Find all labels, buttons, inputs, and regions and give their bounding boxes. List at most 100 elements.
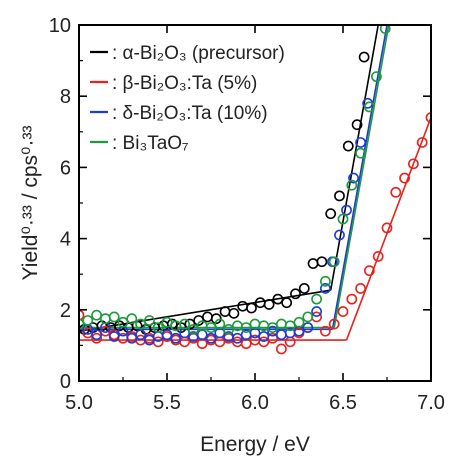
point-s1-29 xyxy=(328,318,340,330)
point-s0-13 xyxy=(193,315,205,326)
x-tick-label: 5.5 xyxy=(153,392,181,414)
fit-line-s2-1 xyxy=(331,25,388,330)
x-tick-label: 6.0 xyxy=(241,392,269,414)
point-s1-36 xyxy=(390,186,402,198)
point-s2-10 xyxy=(170,332,182,344)
point-s3-34 xyxy=(371,71,382,83)
point-s1-39 xyxy=(416,137,428,148)
point-s0-22 xyxy=(272,293,284,305)
point-s1-12 xyxy=(179,336,190,348)
point-s0-31 xyxy=(351,119,363,131)
point-s2-1 xyxy=(91,329,102,341)
point-s2-5 xyxy=(126,332,138,344)
point-s3-31 xyxy=(346,179,358,191)
point-s1-35 xyxy=(381,222,393,234)
point-s1-3 xyxy=(100,325,111,337)
y-tick-label: 6 xyxy=(60,157,71,179)
point-s0-19 xyxy=(246,302,257,314)
x-tick-label: 7.0 xyxy=(417,392,445,414)
y-tick-label: 8 xyxy=(60,86,71,108)
point-s2-13 xyxy=(196,329,208,341)
point-s2-29 xyxy=(334,229,345,241)
data-points xyxy=(79,25,431,355)
point-s3-4 xyxy=(108,311,120,323)
point-s3-15 xyxy=(205,322,217,333)
point-s2-17 xyxy=(231,332,243,344)
point-s3-2 xyxy=(91,309,102,321)
point-s3-32 xyxy=(355,147,366,159)
point-s3-1 xyxy=(82,315,94,326)
point-s3-10 xyxy=(161,316,173,328)
y-tick-label: 4 xyxy=(60,229,71,251)
point-s1-23 xyxy=(275,343,287,355)
point-s3-9 xyxy=(152,322,164,333)
point-s1-16 xyxy=(214,336,226,348)
point-s0-29 xyxy=(334,190,345,202)
fit-line-s0-1 xyxy=(329,25,379,291)
point-s3-5 xyxy=(117,316,129,328)
point-s1-34 xyxy=(372,250,384,262)
legend: : α-Bi₂O₃ (precursor) : β-Bi₂O₃:Ta (5%) : … xyxy=(90,43,285,154)
point-s3-33 xyxy=(363,101,375,113)
point-s0-24 xyxy=(290,288,301,300)
point-s3-17 xyxy=(223,323,234,335)
point-s2-3 xyxy=(108,331,120,342)
legend-label: : β-Bi₂O₃:Ta (5%) xyxy=(112,73,257,94)
point-s3-7 xyxy=(135,318,146,330)
point-s2-7 xyxy=(143,334,155,346)
point-s0-30 xyxy=(342,140,354,152)
point-s2-31 xyxy=(348,172,359,184)
point-s1-33 xyxy=(363,265,375,277)
fit-line-s3-1 xyxy=(333,25,390,328)
point-s3-29 xyxy=(328,256,340,268)
point-s0-32 xyxy=(358,51,370,63)
point-s0-11 xyxy=(175,322,187,333)
point-s1-28 xyxy=(319,325,331,337)
point-s2-6 xyxy=(135,329,146,341)
point-s2-27 xyxy=(319,283,331,294)
y-axis-title: Yield⁰·³³ / cps⁰·³³ xyxy=(19,126,42,281)
point-s0-18 xyxy=(237,300,249,312)
point-s2-20 xyxy=(258,331,270,342)
point-s3-19 xyxy=(240,322,252,333)
legend-label: : δ-Bi₂O₃:Ta (10%) xyxy=(112,103,268,124)
point-s1-2 xyxy=(91,332,102,344)
point-s0-15 xyxy=(210,313,222,325)
point-s3-26 xyxy=(302,311,314,323)
point-s0-12 xyxy=(184,318,196,330)
point-s3-22 xyxy=(267,322,278,333)
point-s0-21 xyxy=(263,299,275,310)
fit-line-s1-1 xyxy=(345,117,431,341)
point-s3-35 xyxy=(379,25,391,34)
point-s1-21 xyxy=(258,336,270,348)
point-s3-25 xyxy=(293,316,305,328)
point-s3-27 xyxy=(311,293,322,305)
point-s2-22 xyxy=(275,329,287,341)
x-axis-title: Energy / eV xyxy=(200,433,310,456)
point-s2-21 xyxy=(267,325,278,337)
point-s0-25 xyxy=(298,283,310,294)
x-tick-label: 6.5 xyxy=(329,392,357,414)
y-tick-label: 2 xyxy=(60,300,71,322)
point-s1-32 xyxy=(355,283,366,294)
point-s0-16 xyxy=(219,306,231,317)
point-s1-38 xyxy=(407,158,419,170)
point-s3-16 xyxy=(214,318,226,330)
legend-label: : α-Bi₂O₃ (precursor) xyxy=(112,43,285,64)
point-s2-25 xyxy=(302,322,314,333)
y-tick-label: 0 xyxy=(60,371,71,393)
point-s3-28 xyxy=(319,275,331,287)
legend-label: : Bi₃TaO₇ xyxy=(112,133,189,154)
point-s1-37 xyxy=(399,172,410,184)
point-s0-26 xyxy=(307,258,319,269)
point-s2-30 xyxy=(341,204,352,216)
point-s3-6 xyxy=(126,313,138,325)
point-s0-27 xyxy=(316,256,328,268)
fit-line-s0-0 xyxy=(79,289,331,332)
point-s2-9 xyxy=(161,329,173,341)
point-s0-28 xyxy=(325,208,337,220)
point-s0-17 xyxy=(228,307,240,319)
point-s3-13 xyxy=(187,323,199,335)
point-s3-24 xyxy=(284,320,296,332)
